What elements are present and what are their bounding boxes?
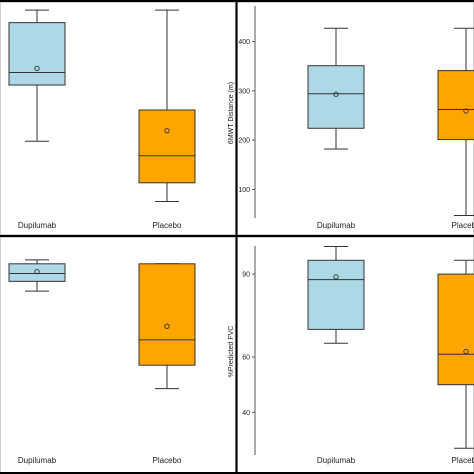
y-tick-label: 90 <box>242 272 250 279</box>
box-placebo-iqr <box>138 263 196 366</box>
box-placebo-mean-marker <box>164 323 170 329</box>
y-tick-label: 100 <box>238 187 250 194</box>
category-label-placebo: Placebo <box>452 221 474 230</box>
box-dupilumab-iqr <box>8 263 66 282</box>
box-dupilumab-iqr <box>307 65 365 129</box>
category-label-dupilumab: Dupilumab <box>18 456 57 465</box>
box-dupilumab-iqr <box>8 22 66 86</box>
box-dupilumab-iqr <box>307 259 365 330</box>
box-placebo-mean-marker <box>463 108 469 114</box>
y-tick-label: 200 <box>238 138 250 145</box>
y-tick-label: 300 <box>238 88 250 95</box>
y-tick-label: 40 <box>242 410 250 417</box>
y-axis-label: %Predicted FVC <box>228 326 235 378</box>
panel-bottom-left: Dupilumab Placebo <box>0 237 236 473</box>
y-tick-label: 60 <box>242 355 250 362</box>
panel-bottom-right: 40 60 90 %Predicted FVC Dupilumab Placebo <box>228 237 474 473</box>
box-placebo-iqr <box>138 109 196 184</box>
panel-top-left: Dupilumab Placebo <box>0 2 236 235</box>
box-dupilumab-mean-marker <box>333 91 339 97</box>
category-label-placebo: Placebo <box>452 456 474 465</box>
category-label-placebo: Placebo <box>153 221 182 230</box>
panel-top-right: 100 200 300 400 6MWT Distance (m) Dupilumab Pl… <box>228 2 474 235</box>
category-label-placebo: Placebo <box>153 456 182 465</box>
box-dupilumab-mean-marker <box>34 268 40 275</box>
box-placebo-mean-marker <box>463 348 469 355</box>
box-placebo-iqr <box>437 273 474 386</box>
box-dupilumab-mean-marker <box>34 65 40 72</box>
box-dupilumab-mean-marker <box>333 274 339 280</box>
category-label-dupilumab: Dupilumab <box>317 456 356 465</box>
y-tick-label: 400 <box>238 39 250 46</box>
box-placebo-iqr <box>437 70 474 141</box>
category-label-dupilumab: Dupilumab <box>18 221 57 230</box>
y-axis-label: 6MWT Distance (m) <box>228 82 235 144</box>
category-label-dupilumab: Dupilumab <box>317 221 356 230</box>
box-placebo-mean-marker <box>164 128 170 134</box>
